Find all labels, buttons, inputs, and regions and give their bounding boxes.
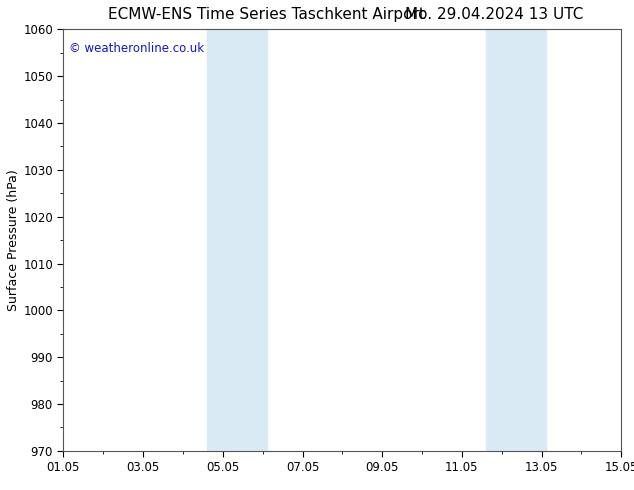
Y-axis label: Surface Pressure (hPa): Surface Pressure (hPa)	[8, 169, 20, 311]
Bar	[486, 29, 546, 451]
Text: © weatheronline.co.uk: © weatheronline.co.uk	[69, 42, 204, 55]
Bar	[207, 29, 267, 451]
Text: ECMW-ENS Time Series Taschkent Airport: ECMW-ENS Time Series Taschkent Airport	[108, 7, 425, 23]
Text: Mo. 29.04.2024 13 UTC: Mo. 29.04.2024 13 UTC	[405, 7, 584, 23]
